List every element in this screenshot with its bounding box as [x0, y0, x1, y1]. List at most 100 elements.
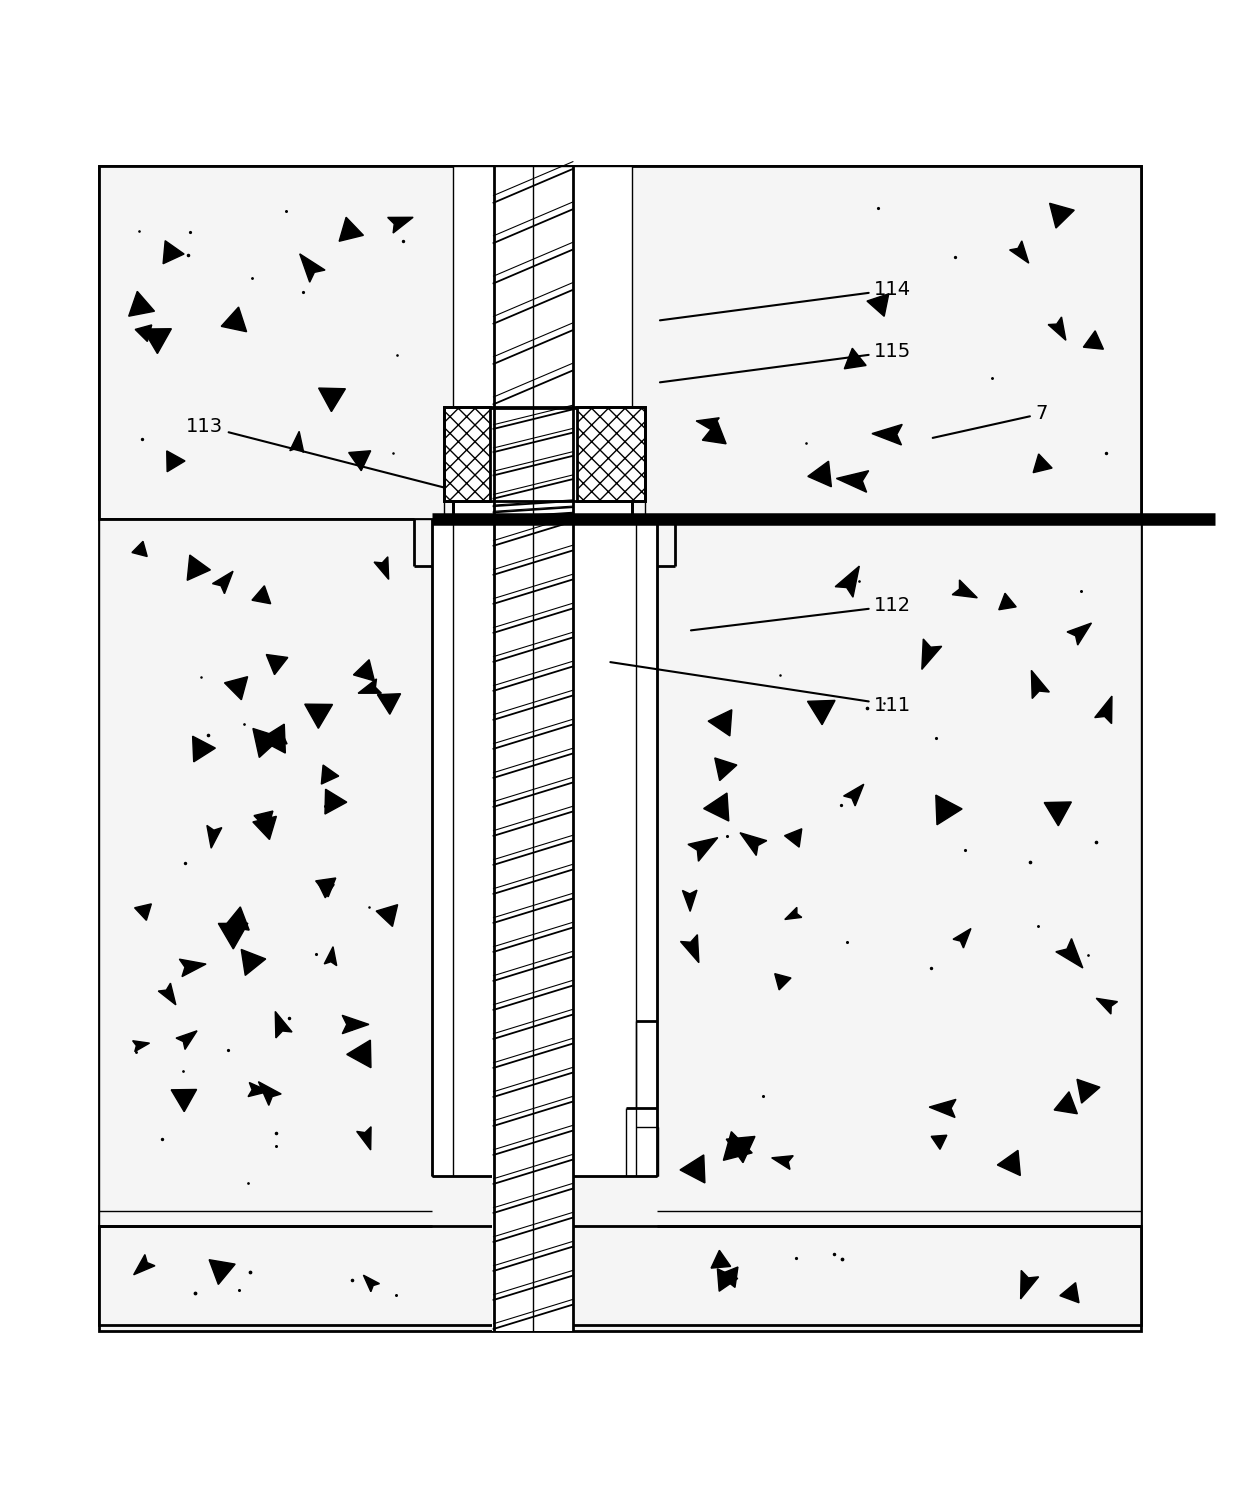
- Polygon shape: [187, 555, 211, 581]
- Polygon shape: [1096, 998, 1117, 1013]
- Polygon shape: [952, 579, 977, 597]
- Polygon shape: [703, 793, 729, 820]
- Polygon shape: [290, 431, 304, 452]
- Polygon shape: [319, 883, 335, 898]
- Text: 111: 111: [610, 662, 911, 714]
- Polygon shape: [1033, 454, 1052, 473]
- Polygon shape: [340, 217, 363, 241]
- Polygon shape: [377, 693, 401, 714]
- Polygon shape: [131, 542, 148, 557]
- Text: 112: 112: [691, 596, 911, 630]
- Polygon shape: [1049, 204, 1074, 228]
- Polygon shape: [702, 422, 727, 443]
- Polygon shape: [1054, 1091, 1078, 1114]
- Polygon shape: [135, 904, 151, 921]
- Polygon shape: [718, 1269, 738, 1292]
- Polygon shape: [171, 1090, 197, 1112]
- Text: 7: 7: [932, 404, 1048, 439]
- Polygon shape: [224, 677, 248, 699]
- Polygon shape: [254, 811, 273, 829]
- Polygon shape: [363, 1275, 379, 1292]
- Polygon shape: [358, 680, 382, 693]
- Polygon shape: [348, 451, 371, 470]
- Bar: [99, 1226, 1141, 1325]
- Polygon shape: [218, 924, 248, 949]
- Polygon shape: [347, 1040, 371, 1067]
- Polygon shape: [143, 329, 171, 353]
- Polygon shape: [1032, 671, 1049, 699]
- Bar: [453, 166, 632, 519]
- Polygon shape: [1095, 696, 1112, 723]
- Bar: [577, 407, 645, 500]
- Polygon shape: [133, 1040, 150, 1051]
- Polygon shape: [166, 451, 185, 472]
- Polygon shape: [253, 729, 281, 757]
- Polygon shape: [688, 838, 718, 861]
- Polygon shape: [837, 470, 869, 493]
- Polygon shape: [267, 654, 288, 675]
- Bar: [444, 407, 490, 500]
- Polygon shape: [259, 725, 285, 753]
- Polygon shape: [997, 1150, 1021, 1175]
- Polygon shape: [321, 765, 339, 784]
- Polygon shape: [931, 1135, 947, 1150]
- Polygon shape: [929, 1099, 956, 1117]
- Polygon shape: [680, 1154, 704, 1183]
- Polygon shape: [270, 729, 286, 744]
- Bar: [99, 519, 1141, 1226]
- Polygon shape: [192, 737, 216, 762]
- Polygon shape: [785, 907, 802, 919]
- Polygon shape: [324, 946, 337, 966]
- Polygon shape: [221, 307, 247, 332]
- Polygon shape: [210, 1259, 236, 1284]
- Polygon shape: [376, 904, 398, 927]
- Polygon shape: [872, 425, 903, 445]
- Polygon shape: [176, 1031, 197, 1049]
- Bar: [432, 519, 657, 1177]
- Polygon shape: [681, 934, 699, 963]
- Polygon shape: [325, 789, 347, 814]
- Polygon shape: [785, 829, 802, 847]
- Polygon shape: [708, 710, 732, 737]
- Polygon shape: [1084, 331, 1104, 349]
- Polygon shape: [207, 825, 222, 849]
- Polygon shape: [1048, 317, 1066, 340]
- Bar: [444, 407, 645, 500]
- Polygon shape: [682, 891, 697, 912]
- Polygon shape: [1078, 1079, 1100, 1103]
- Bar: [99, 166, 1141, 519]
- Polygon shape: [727, 1136, 755, 1163]
- Bar: [492, 519, 574, 1331]
- Polygon shape: [775, 973, 791, 990]
- Polygon shape: [242, 949, 265, 976]
- Polygon shape: [316, 879, 336, 897]
- Polygon shape: [807, 461, 831, 487]
- Polygon shape: [843, 784, 864, 805]
- Polygon shape: [836, 566, 859, 597]
- Polygon shape: [807, 701, 835, 725]
- Polygon shape: [1060, 1283, 1079, 1302]
- Polygon shape: [275, 1012, 291, 1037]
- Polygon shape: [212, 572, 233, 594]
- Polygon shape: [1068, 623, 1091, 645]
- Polygon shape: [135, 325, 151, 341]
- Polygon shape: [719, 1266, 738, 1287]
- Polygon shape: [248, 1082, 269, 1097]
- Polygon shape: [714, 757, 737, 780]
- Polygon shape: [921, 639, 941, 669]
- Polygon shape: [1009, 241, 1029, 263]
- Polygon shape: [867, 293, 889, 316]
- Polygon shape: [1055, 939, 1083, 969]
- Polygon shape: [723, 1132, 753, 1160]
- Bar: [99, 166, 1141, 1331]
- Polygon shape: [357, 1127, 371, 1150]
- Polygon shape: [300, 254, 325, 283]
- Polygon shape: [319, 388, 346, 412]
- Polygon shape: [1021, 1271, 1039, 1299]
- Polygon shape: [252, 585, 270, 603]
- Polygon shape: [936, 795, 962, 825]
- Polygon shape: [740, 832, 766, 855]
- Polygon shape: [954, 928, 971, 948]
- Polygon shape: [696, 418, 719, 433]
- Polygon shape: [224, 907, 249, 930]
